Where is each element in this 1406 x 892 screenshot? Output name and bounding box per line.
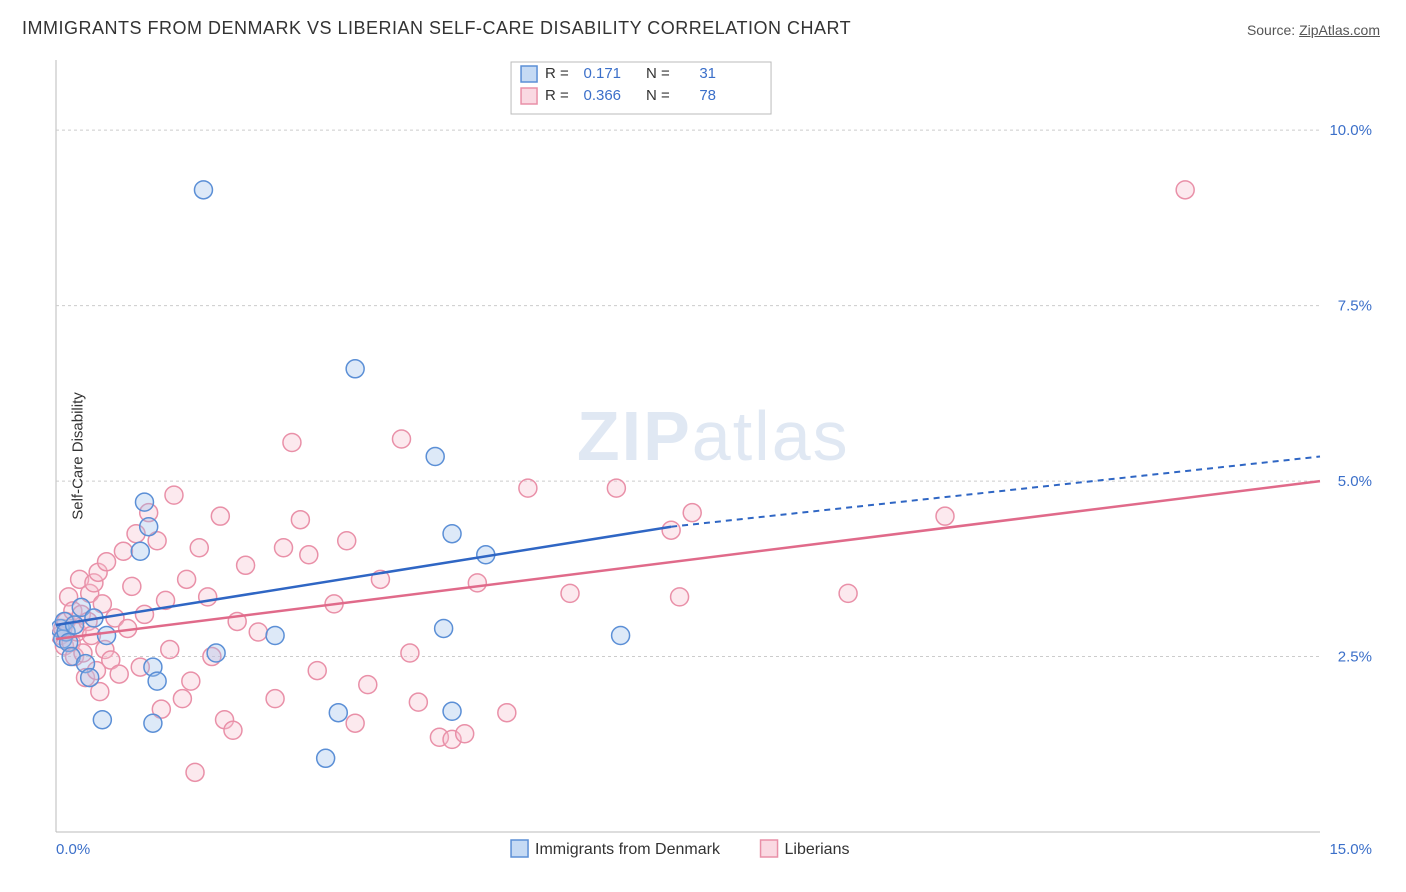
scatter-point [359,676,377,694]
watermark: ZIPatlas [577,397,850,475]
scatter-point [98,553,116,571]
scatter-point [224,721,242,739]
scatter-point [98,626,116,644]
bottom-legend-label: Immigrants from Denmark [535,841,721,858]
legend-r-label: R = [545,65,569,82]
scatter-point [607,479,625,497]
scatter-point [346,714,364,732]
y-tick-label: 7.5% [1338,298,1372,315]
scatter-point [186,763,204,781]
scatter-point [140,518,158,536]
scatter-point [283,433,301,451]
scatter-point [498,704,516,722]
scatter-point [237,556,255,574]
scatter-point [135,605,153,623]
scatter-point [409,693,427,711]
scatter-point [468,574,486,592]
bottom-legend-swatch [511,840,528,857]
scatter-point [81,669,99,687]
legend-swatch [521,88,537,104]
legend-n-value: 31 [699,65,716,82]
scatter-point [671,588,689,606]
scatter-point [401,644,419,662]
y-tick-label: 2.5% [1338,649,1372,666]
scatter-point [165,486,183,504]
scatter-point [173,690,191,708]
scatter-point [207,644,225,662]
chart-area: 2.5% 5.0% 7.5% 10.0% 0.0% 15.0% ZIPatlas R = 0.1… [52,50,1376,862]
scatter-point [182,672,200,690]
scatter-point [110,665,128,683]
source-prefix: Source: [1247,22,1299,38]
legend-n-value: 78 [699,87,716,104]
scatter-point [135,493,153,511]
scatter-point [317,749,335,767]
scatter-point [190,539,208,557]
scatter-point [123,577,141,595]
x-tick-label: 15.0% [1329,841,1372,858]
scatter-point [199,588,217,606]
scatter-point [426,448,444,466]
scatter-point [561,584,579,602]
scatter-point [435,619,453,637]
source-link[interactable]: ZipAtlas.com [1299,22,1380,38]
legend-n-label: N = [646,87,670,104]
scatter-point [144,714,162,732]
scatter-point [131,542,149,560]
scatter-point [839,584,857,602]
legend-r-value: 0.171 [583,65,621,82]
scatter-point [662,521,680,539]
y-axis-label: Self-Care Disability [69,392,86,520]
bottom-legend-swatch [761,840,778,857]
scatter-point [211,507,229,525]
chart-svg: 2.5% 5.0% 7.5% 10.0% 0.0% 15.0% ZIPatlas R = 0.1… [52,50,1376,862]
y-tick-label: 5.0% [1338,473,1372,490]
scatter-point [519,479,537,497]
scatter-point [443,702,461,720]
chart-container: IMMIGRANTS FROM DENMARK VS LIBERIAN SELF… [0,0,1406,892]
bottom-legend-label: Liberians [785,841,850,858]
scatter-point [329,704,347,722]
legend-swatch [521,66,537,82]
y-tick-label: 10.0% [1329,122,1372,139]
scatter-point [275,539,293,557]
scatter-point [194,181,212,199]
scatter-point [266,690,284,708]
scatter-point [178,570,196,588]
scatter-point [456,725,474,743]
scatter-point [114,542,132,560]
x-tick-label: 0.0% [56,841,90,858]
scatter-point [612,626,630,644]
scatter-point [443,525,461,543]
scatter-point [392,430,410,448]
scatter-point [338,532,356,550]
scatter-point [300,546,318,564]
chart-title: IMMIGRANTS FROM DENMARK VS LIBERIAN SELF… [22,18,1384,39]
scatter-point [936,507,954,525]
scatter-point [346,360,364,378]
scatter-point [148,672,166,690]
scatter-point [266,626,284,644]
scatter-point [1176,181,1194,199]
scatter-point [249,623,267,641]
legend-r-value: 0.366 [583,87,621,104]
scatter-point [291,511,309,529]
scatter-point [66,616,84,634]
scatter-point [683,504,701,522]
scatter-point [93,711,111,729]
scatter-point [308,662,326,680]
legend-n-label: N = [646,65,670,82]
legend-r-label: R = [545,87,569,104]
source-attribution: Source: ZipAtlas.com [1247,22,1380,38]
scatter-point [161,641,179,659]
